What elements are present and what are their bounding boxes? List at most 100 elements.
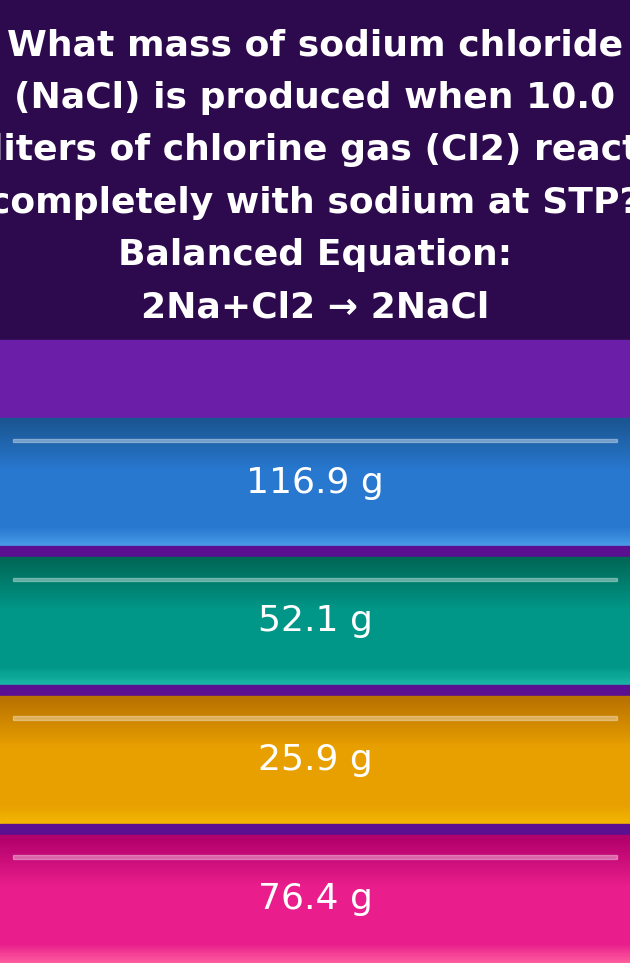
Bar: [0, 509, 630, 512]
Bar: [0, 595, 630, 598]
Bar: [0, 518, 630, 521]
Bar: [0, 526, 630, 530]
Bar: [0, 639, 630, 642]
Bar: [0, 482, 630, 484]
Bar: [0, 871, 630, 873]
Bar: [0, 888, 630, 891]
Bar: [0, 659, 630, 662]
Bar: [0, 837, 630, 840]
Bar: [0, 492, 630, 495]
Bar: [0, 427, 630, 429]
Bar: [0, 574, 630, 577]
Bar: [0, 717, 630, 720]
Bar: [0, 452, 630, 455]
Bar: [0, 869, 630, 872]
Bar: [0, 713, 630, 716]
Bar: [0, 673, 630, 677]
Bar: [0, 478, 630, 481]
Bar: [0, 515, 630, 519]
Bar: [0, 627, 630, 630]
Bar: [0, 939, 630, 942]
Bar: [0, 930, 630, 933]
Bar: [0, 787, 630, 790]
Text: What mass of sodium chloride: What mass of sodium chloride: [7, 29, 623, 63]
Bar: [0, 841, 630, 845]
Bar: [0, 644, 630, 647]
Bar: [0, 844, 630, 846]
Bar: [0, 856, 630, 859]
Bar: [0, 655, 630, 658]
Bar: [0, 948, 630, 950]
Bar: [0, 749, 630, 752]
Bar: [0, 794, 630, 796]
Bar: [0, 839, 630, 842]
Bar: [0, 875, 630, 878]
Bar: [0, 879, 630, 882]
Bar: [0, 907, 630, 910]
Bar: [0, 657, 630, 660]
Bar: [0, 916, 630, 919]
Text: 52.1 g: 52.1 g: [258, 605, 372, 638]
Bar: [0, 606, 630, 609]
Bar: [0, 450, 630, 453]
Bar: [0, 448, 630, 451]
Bar: [0, 865, 630, 868]
Bar: [0, 576, 630, 579]
Bar: [0, 854, 630, 857]
Bar: [0, 909, 630, 912]
Bar: [0, 616, 630, 619]
Bar: [0, 420, 630, 423]
Bar: [0, 881, 630, 884]
Text: completely with sodium at STP?: completely with sodium at STP?: [0, 186, 630, 220]
Text: (NaCl) is produced when 10.0: (NaCl) is produced when 10.0: [14, 81, 616, 116]
Bar: [13, 438, 617, 442]
Bar: [0, 586, 630, 589]
Bar: [0, 817, 630, 820]
Bar: [0, 789, 630, 793]
Bar: [0, 583, 630, 586]
Bar: [0, 897, 630, 899]
Bar: [0, 860, 630, 863]
Bar: [0, 755, 630, 758]
Bar: [0, 730, 630, 733]
Bar: [0, 711, 630, 714]
Bar: [0, 768, 630, 771]
Bar: [0, 524, 630, 527]
Bar: [0, 851, 630, 855]
Bar: [0, 557, 630, 560]
Bar: [0, 597, 630, 600]
Bar: [0, 804, 630, 807]
Bar: [0, 960, 630, 963]
Bar: [0, 471, 630, 474]
Bar: [0, 678, 630, 681]
Bar: [0, 501, 630, 504]
Bar: [0, 958, 630, 961]
Bar: [0, 757, 630, 761]
Bar: [0, 652, 630, 656]
Bar: [0, 744, 630, 747]
Bar: [0, 569, 630, 573]
Bar: [0, 702, 630, 705]
Bar: [0, 464, 630, 468]
Bar: [0, 610, 630, 613]
Bar: [0, 813, 630, 816]
Bar: [0, 774, 630, 777]
Bar: [0, 618, 630, 621]
Bar: [0, 795, 630, 798]
Bar: [0, 808, 630, 812]
Bar: [0, 454, 630, 457]
Text: Balanced Equation:: Balanced Equation:: [118, 238, 512, 273]
Bar: [0, 736, 630, 740]
Bar: [0, 536, 630, 540]
Bar: [0, 529, 630, 532]
Bar: [13, 855, 617, 859]
Bar: [0, 867, 630, 870]
Bar: [0, 819, 630, 822]
Bar: [0, 695, 630, 699]
Bar: [0, 663, 630, 666]
Bar: [0, 951, 630, 954]
Bar: [0, 725, 630, 729]
Bar: [0, 559, 630, 562]
Bar: [0, 614, 630, 617]
Bar: [0, 567, 630, 570]
